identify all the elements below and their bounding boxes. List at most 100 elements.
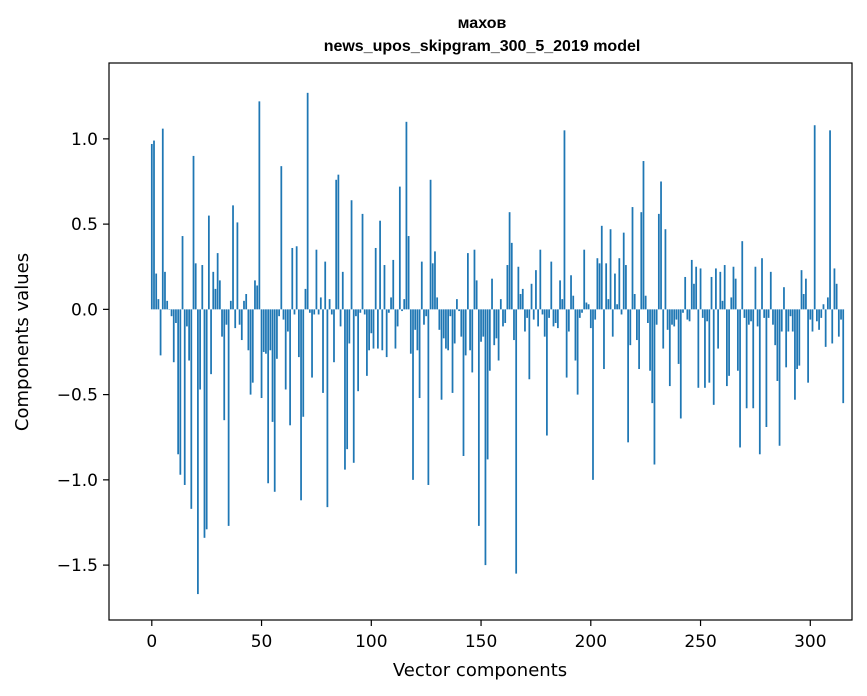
bar-component-31 bbox=[218, 280, 221, 310]
bar-component-260 bbox=[721, 300, 724, 310]
bar-component-289 bbox=[785, 309, 788, 368]
bar-component-28 bbox=[212, 271, 215, 310]
bar-component-231 bbox=[657, 213, 660, 310]
bar-component-133 bbox=[442, 309, 445, 339]
bar-component-90 bbox=[348, 309, 351, 344]
bar-component-293 bbox=[794, 309, 796, 400]
y-tick-label: −1.0 bbox=[57, 471, 98, 491]
bar-component-270 bbox=[743, 309, 746, 318]
bar-component-132 bbox=[440, 309, 443, 400]
bar-component-40 bbox=[238, 309, 241, 325]
bar-component-307 bbox=[824, 309, 827, 347]
bar-component-79 bbox=[324, 261, 327, 310]
bar-component-261 bbox=[723, 265, 726, 310]
bar-component-257 bbox=[715, 268, 717, 310]
bar-component-210 bbox=[611, 309, 614, 337]
bar-component-281 bbox=[767, 309, 770, 318]
bar-component-229 bbox=[653, 309, 656, 465]
bar-component-29 bbox=[214, 288, 217, 310]
bar-component-147 bbox=[473, 249, 476, 310]
bar-component-245 bbox=[688, 309, 691, 322]
bar-component-42 bbox=[243, 300, 245, 310]
bar-component-314 bbox=[840, 309, 842, 320]
bar-component-299 bbox=[807, 309, 809, 383]
bar-component-30 bbox=[216, 253, 219, 310]
chart-title: махов bbox=[458, 15, 507, 32]
bar-component-300 bbox=[809, 309, 812, 320]
bar-component-285 bbox=[776, 309, 779, 381]
bar-component-233 bbox=[662, 309, 665, 349]
bar-component-73 bbox=[311, 309, 313, 378]
bar-component-264 bbox=[730, 297, 733, 310]
y-tick-label: 0.0 bbox=[71, 300, 98, 320]
x-tick-label: 100 bbox=[355, 632, 387, 652]
bar-component-35 bbox=[227, 309, 230, 526]
bar-component-17 bbox=[188, 309, 190, 361]
bar-component-46 bbox=[251, 309, 254, 383]
bar-component-172 bbox=[528, 309, 531, 380]
bar-component-241 bbox=[679, 309, 682, 419]
bar-component-122 bbox=[418, 309, 421, 399]
bar-component-181 bbox=[548, 309, 550, 318]
bar-component-157 bbox=[495, 309, 498, 339]
bar-component-62 bbox=[287, 309, 289, 332]
bar-component-61 bbox=[284, 309, 287, 390]
bar-component-143 bbox=[464, 309, 467, 356]
bar-component-315 bbox=[842, 309, 845, 404]
bar-component-136 bbox=[449, 309, 452, 317]
bar-component-216 bbox=[625, 265, 627, 310]
bar-component-225 bbox=[644, 295, 647, 310]
bar-component-77 bbox=[319, 297, 322, 310]
bar-component-200 bbox=[589, 309, 592, 329]
bar-component-145 bbox=[469, 309, 471, 351]
bar-component-112 bbox=[396, 309, 399, 327]
bar-component-134 bbox=[445, 309, 447, 349]
bar-component-108 bbox=[387, 309, 390, 313]
bar-component-141 bbox=[460, 309, 463, 337]
bar-component-248 bbox=[695, 266, 698, 310]
bar-component-89 bbox=[346, 309, 349, 450]
bar-component-146 bbox=[471, 309, 474, 373]
bar-component-123 bbox=[420, 261, 423, 310]
bar-component-106 bbox=[383, 265, 386, 310]
bar-component-219 bbox=[631, 207, 634, 310]
bar-component-238 bbox=[673, 309, 676, 327]
bar-component-223 bbox=[640, 212, 643, 310]
bar-component-186 bbox=[559, 280, 561, 310]
y-tick-label: 1.0 bbox=[71, 130, 98, 150]
x-axis-label: Vector components bbox=[393, 660, 567, 681]
bar-component-26 bbox=[207, 215, 210, 310]
bar-component-120 bbox=[414, 309, 417, 330]
bar-component-174 bbox=[532, 309, 535, 320]
bar-component-142 bbox=[462, 309, 465, 456]
bar-component-310 bbox=[831, 309, 834, 344]
bar-component-207 bbox=[605, 263, 608, 310]
bar-component-67 bbox=[297, 309, 300, 358]
bar-component-18 bbox=[190, 309, 193, 509]
bar-component-121 bbox=[416, 309, 419, 351]
bar-component-179 bbox=[543, 309, 546, 337]
bar-component-251 bbox=[701, 309, 704, 318]
bar-component-64 bbox=[291, 247, 294, 310]
bar-component-47 bbox=[254, 280, 256, 310]
bar-component-152 bbox=[484, 309, 487, 566]
bar-component-217 bbox=[627, 309, 629, 443]
bar-component-166 bbox=[515, 309, 518, 574]
bar-component-165 bbox=[513, 309, 515, 341]
bar-component-33 bbox=[223, 309, 226, 421]
bar-component-158 bbox=[497, 309, 500, 361]
bar-component-206 bbox=[603, 309, 605, 370]
bar-component-53 bbox=[267, 309, 270, 484]
bar-component-190 bbox=[567, 309, 570, 332]
bar-component-25 bbox=[205, 309, 208, 530]
bar-component-9 bbox=[170, 309, 173, 317]
bar-component-160 bbox=[502, 309, 504, 327]
bar-component-24 bbox=[203, 309, 206, 538]
bar-component-72 bbox=[308, 309, 311, 313]
bar-component-305 bbox=[820, 309, 823, 318]
bar-component-99 bbox=[368, 309, 370, 351]
bar-component-232 bbox=[660, 181, 662, 310]
bar-component-51 bbox=[262, 309, 265, 352]
bar-component-308 bbox=[826, 297, 829, 310]
bar-component-274 bbox=[752, 309, 755, 409]
